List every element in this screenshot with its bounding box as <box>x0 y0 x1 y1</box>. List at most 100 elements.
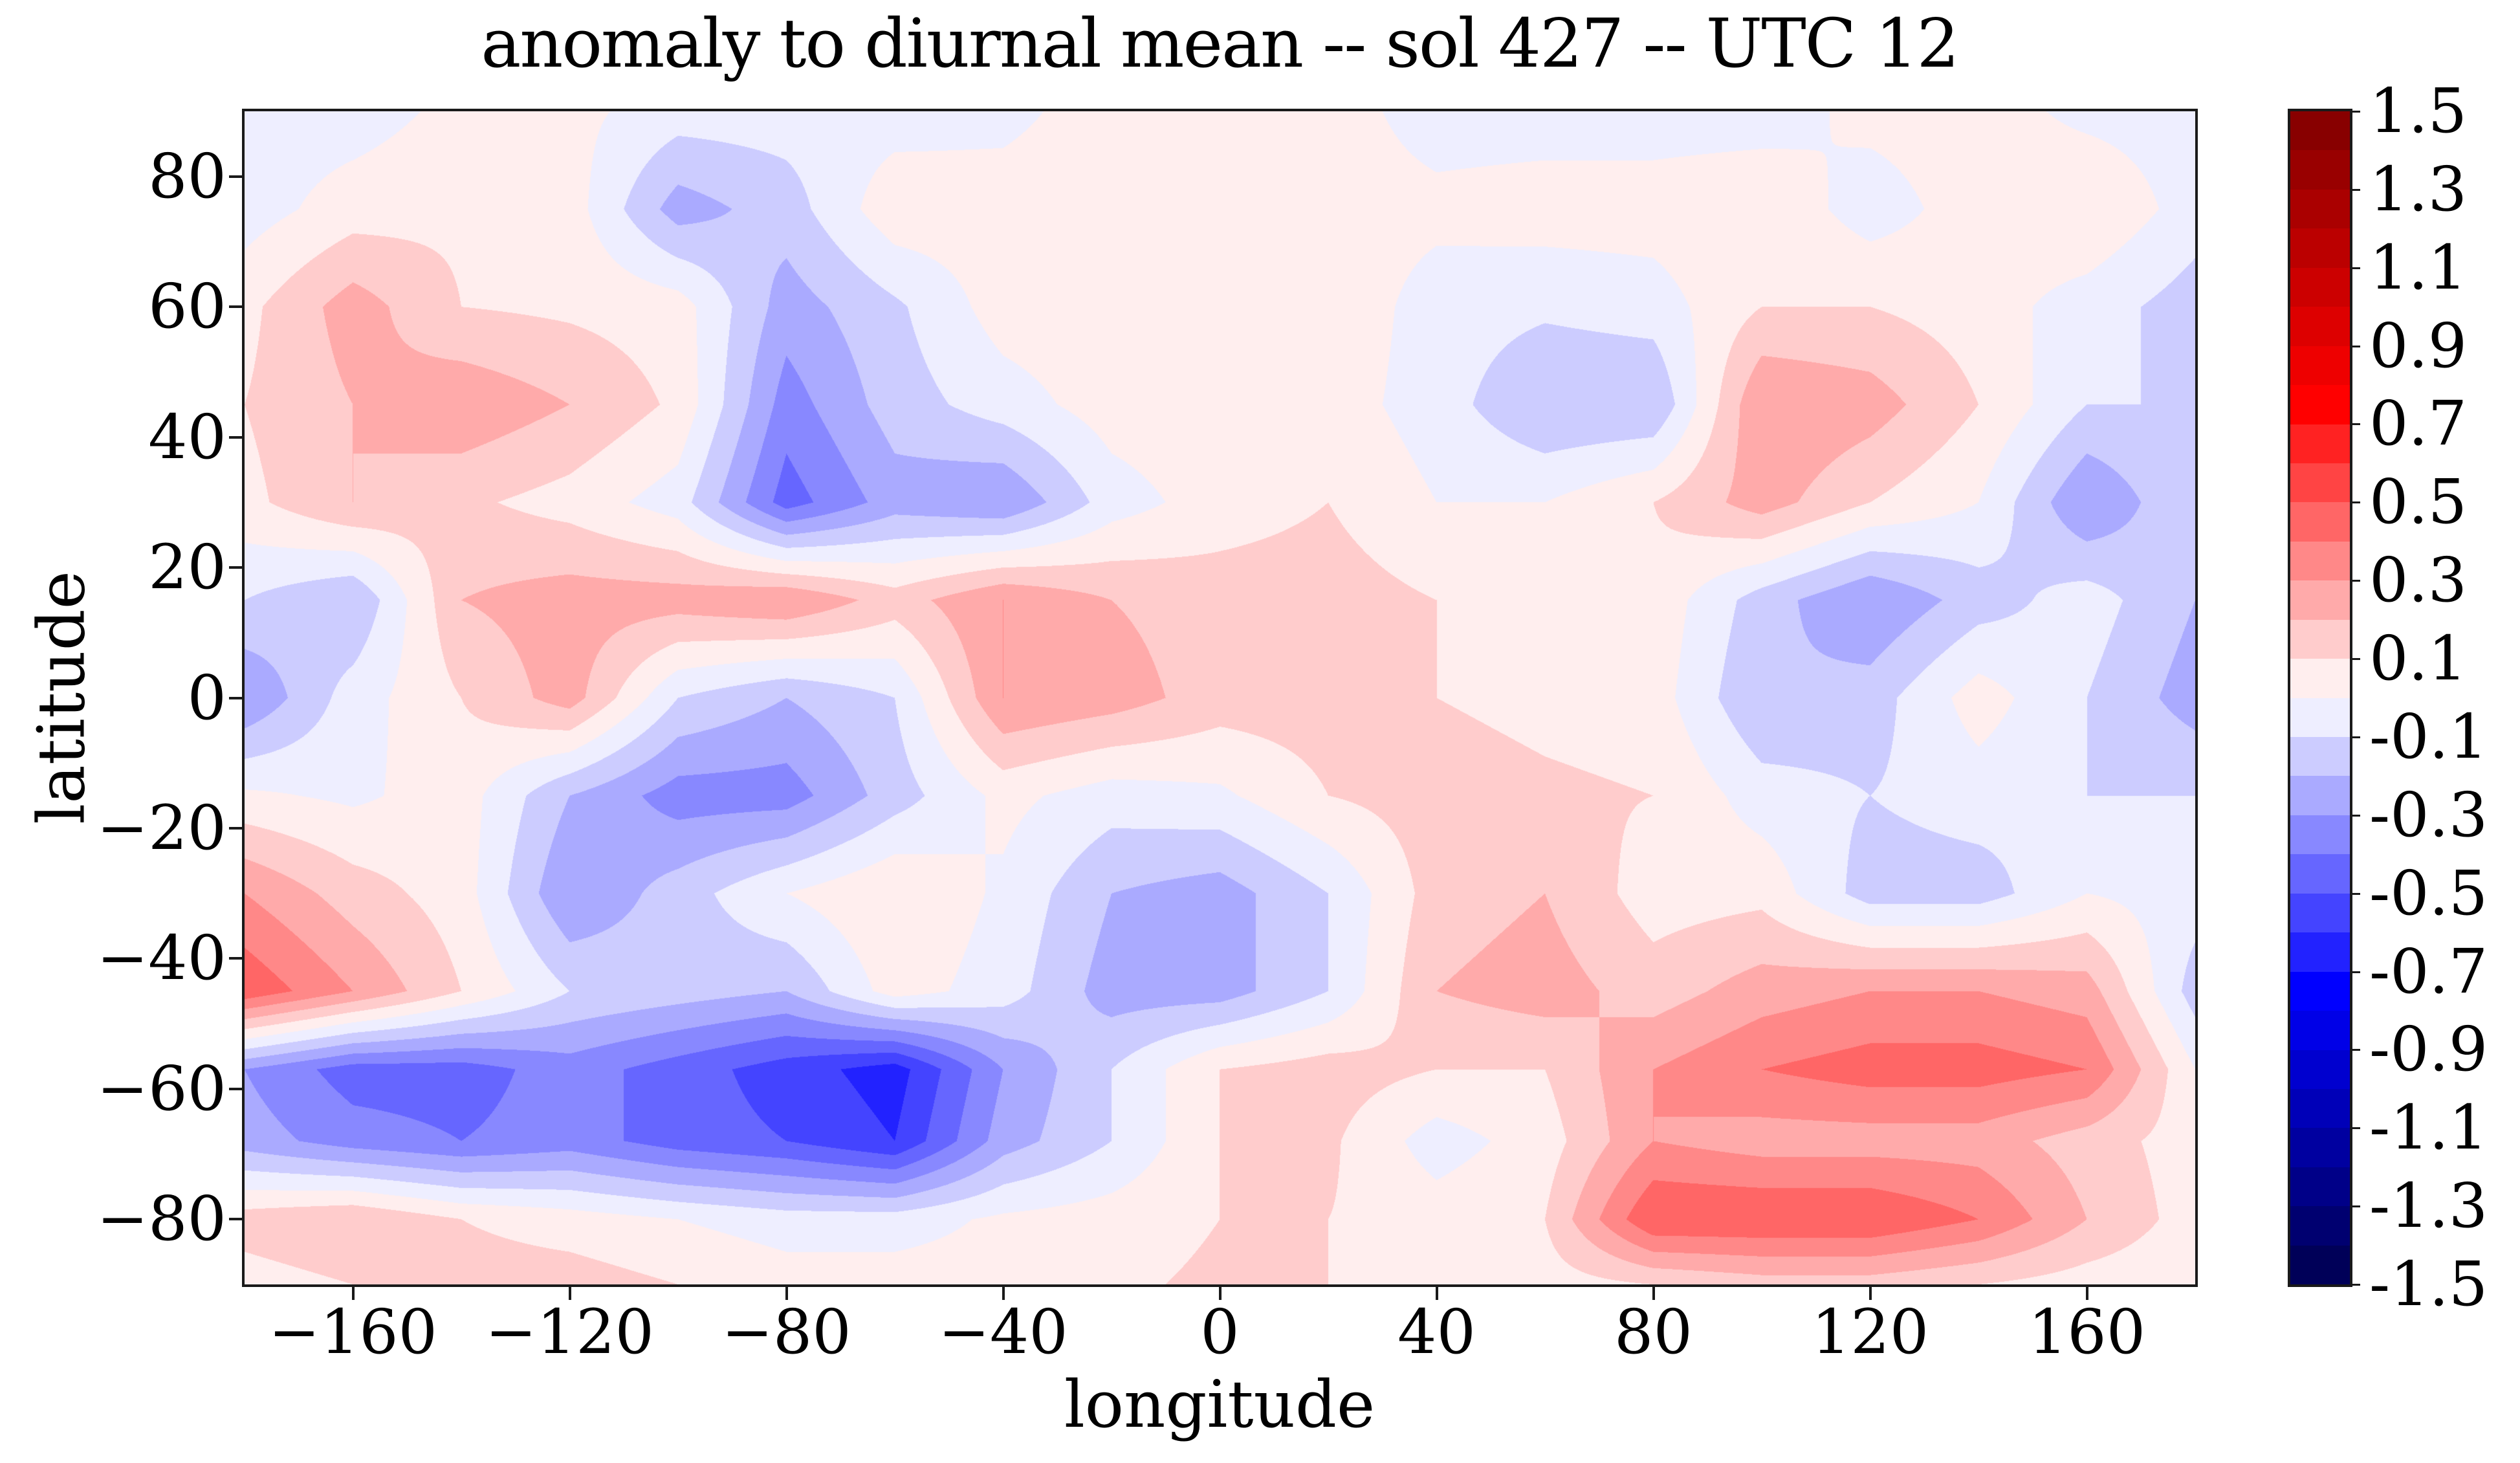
y-tick-label: 0 <box>187 662 226 734</box>
colorbar-tick-mark <box>2350 267 2360 269</box>
x-tick-label: 40 <box>1397 1297 1476 1368</box>
y-tick-mark <box>229 435 243 439</box>
colorbar-segment <box>2290 385 2350 424</box>
x-tick-mark <box>1868 1286 1872 1300</box>
colorbar-tick-mark <box>2350 814 2360 817</box>
colorbar-segment <box>2290 307 2350 346</box>
colorbar-tick-mark <box>2350 1284 2360 1286</box>
y-tick-mark <box>229 957 243 960</box>
y-tick-mark <box>229 826 243 830</box>
x-tick-mark <box>1002 1286 1005 1300</box>
y-tick-mark <box>229 305 243 309</box>
y-tick-mark <box>229 1218 243 1221</box>
colorbar-segment <box>2290 1206 2350 1246</box>
colorbar-tick-label: -0.5 <box>2369 857 2488 929</box>
colorbar-tick-mark <box>2350 736 2360 738</box>
colorbar-tick-mark <box>2350 345 2360 347</box>
colorbar-segment <box>2290 815 2350 855</box>
y-tick-label: −20 <box>96 792 226 864</box>
colorbar-segment <box>2290 737 2350 776</box>
colorbar-segment <box>2290 346 2350 386</box>
colorbar-tick-label: 1.3 <box>2369 153 2468 225</box>
x-tick-mark <box>568 1286 571 1300</box>
colorbar-tick-mark <box>2350 580 2360 582</box>
colorbar-segment <box>2290 267 2350 307</box>
y-tick-label: 20 <box>148 532 226 604</box>
colorbar-tick-label: 1.1 <box>2369 232 2468 303</box>
colorbar-segment <box>2290 580 2350 620</box>
colorbar-segment <box>2290 698 2350 737</box>
colorbar-segment <box>2290 854 2350 894</box>
colorbar-tick-mark <box>2350 111 2360 113</box>
colorbar-segment <box>2290 228 2350 268</box>
y-axis-label: latitude <box>23 571 100 824</box>
colorbar-tick-label: 0.1 <box>2369 623 2468 695</box>
x-tick-label: 120 <box>1811 1297 1929 1368</box>
colorbar-tick-mark <box>2350 1205 2360 1208</box>
colorbar-tick-mark <box>2350 423 2360 426</box>
x-tick-mark <box>1652 1286 1655 1300</box>
colorbar-segment <box>2290 424 2350 463</box>
colorbar-tick-label: -0.3 <box>2369 779 2488 851</box>
y-tick-label: −80 <box>96 1183 226 1255</box>
x-tick-label: −40 <box>938 1297 1068 1368</box>
colorbar-tick-label: -0.1 <box>2369 701 2488 773</box>
y-tick-label: 60 <box>148 271 226 343</box>
colorbar-segment <box>2290 776 2350 815</box>
colorbar-segment <box>2290 619 2350 659</box>
colorbar-segment <box>2290 932 2350 972</box>
colorbar-tick-label: 0.9 <box>2369 310 2468 382</box>
colorbar-segment <box>2290 463 2350 503</box>
colorbar-tick-label: -1.3 <box>2369 1171 2488 1242</box>
x-tick-mark <box>785 1286 788 1300</box>
y-tick-label: 40 <box>148 401 226 473</box>
colorbar-tick-label: -0.9 <box>2369 1014 2488 1086</box>
y-tick-label: 80 <box>148 140 226 212</box>
y-tick-mark <box>229 175 243 178</box>
colorbar-segment <box>2290 111 2350 151</box>
colorbar <box>2288 109 2352 1287</box>
y-tick-mark <box>229 696 243 699</box>
colorbar-segment <box>2290 659 2350 698</box>
x-tick-mark <box>2085 1286 2088 1300</box>
colorbar-tick-mark <box>2350 188 2360 191</box>
colorbar-tick-label: -0.7 <box>2369 936 2488 1007</box>
y-tick-label: −60 <box>96 1053 226 1125</box>
colorbar-tick-label: 0.5 <box>2369 467 2468 538</box>
x-tick-label: 80 <box>1614 1297 1693 1368</box>
colorbar-segment <box>2290 1167 2350 1207</box>
colorbar-tick-label: 0.3 <box>2369 545 2468 617</box>
y-tick-mark <box>229 1087 243 1090</box>
colorbar-segment <box>2290 1088 2350 1128</box>
x-tick-label: −120 <box>485 1297 654 1368</box>
x-tick-mark <box>351 1286 355 1300</box>
colorbar-tick-mark <box>2350 1127 2360 1130</box>
x-tick-label: 0 <box>1200 1297 1240 1368</box>
colorbar-tick-label: -1.1 <box>2369 1092 2488 1164</box>
x-axis-label: longitude <box>1064 1367 1375 1442</box>
colorbar-tick-mark <box>2350 971 2360 973</box>
colorbar-segment <box>2290 502 2350 542</box>
colorbar-segment <box>2290 971 2350 1011</box>
contour-field-canvas <box>245 111 2195 1284</box>
x-tick-label: −80 <box>721 1297 851 1368</box>
colorbar-tick-mark <box>2350 892 2360 895</box>
x-tick-mark <box>1218 1286 1222 1300</box>
x-tick-label: 160 <box>2028 1297 2146 1368</box>
colorbar-tick-mark <box>2350 658 2360 661</box>
colorbar-segment <box>2290 893 2350 933</box>
y-tick-mark <box>229 566 243 569</box>
plot-title: anomaly to diurnal mean -- sol 427 -- UT… <box>481 4 1959 83</box>
colorbar-segment <box>2290 1245 2350 1285</box>
x-tick-mark <box>1435 1286 1438 1300</box>
colorbar-tick-label: 0.7 <box>2369 388 2468 460</box>
colorbar-segment <box>2290 1050 2350 1089</box>
x-tick-label: −160 <box>268 1297 437 1368</box>
colorbar-tick-label: 1.5 <box>2369 76 2468 147</box>
colorbar-segment <box>2290 1011 2350 1050</box>
colorbar-segment <box>2290 541 2350 581</box>
y-tick-label: −40 <box>96 923 226 995</box>
colorbar-tick-mark <box>2350 1049 2360 1051</box>
colorbar-tick-mark <box>2350 501 2360 504</box>
